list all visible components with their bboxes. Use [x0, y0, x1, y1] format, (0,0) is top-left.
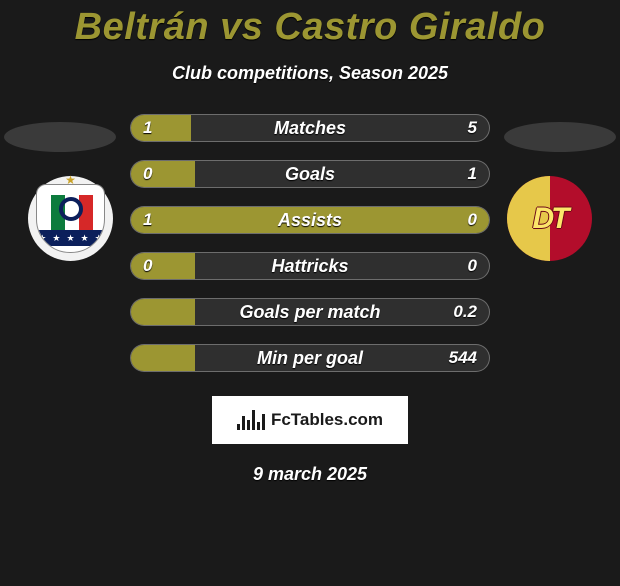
stat-label: Min per goal — [131, 348, 489, 369]
stat-row: 0Hattricks0 — [130, 252, 490, 280]
stat-label: Goals — [131, 164, 489, 185]
watermark: FcTables.com — [212, 396, 408, 444]
bars-icon — [237, 410, 265, 430]
stat-row: Goals per match0.2 — [130, 298, 490, 326]
stat-label: Matches — [131, 118, 489, 139]
player-right-shadow — [504, 122, 616, 152]
footer-date: 9 march 2025 — [0, 464, 620, 485]
stats-list: 1Matches5 0Goals1 1Assists0 0Hattricks0 Goal… — [130, 114, 490, 372]
watermark-text: FcTables.com — [271, 410, 383, 430]
club-badge-left: ★ ★★★★★ — [28, 176, 113, 261]
stat-label: Hattricks — [131, 256, 489, 277]
stat-row: 1Matches5 — [130, 114, 490, 142]
comparison-panel: ★ ★★★★★ DT 1Matches5 0Goals1 1Assists0 0Hat… — [0, 114, 620, 485]
club-badge-right: DT — [507, 176, 592, 261]
stat-label: Goals per match — [131, 302, 489, 323]
subtitle: Club competitions, Season 2025 — [0, 63, 620, 84]
stat-label: Assists — [131, 210, 489, 231]
page-title: Beltrán vs Castro Giraldo — [0, 6, 620, 49]
badge-letters: DT — [533, 202, 567, 236]
shield-icon: ★★★★★ — [36, 184, 105, 253]
stat-row: Min per goal544 — [130, 344, 490, 372]
stat-row: 0Goals1 — [130, 160, 490, 188]
player-left-shadow — [4, 122, 116, 152]
stat-row: 1Assists0 — [130, 206, 490, 234]
